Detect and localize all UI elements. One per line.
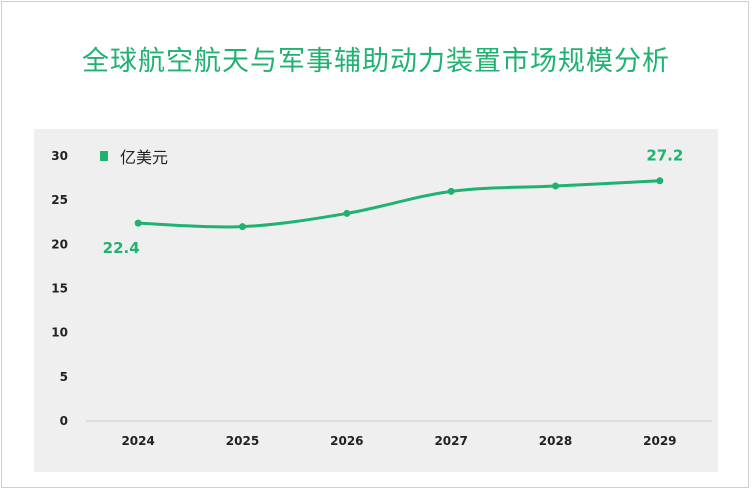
data-label: 22.4 xyxy=(103,239,140,257)
y-tick-label: 0 xyxy=(60,414,68,428)
x-tick-label: 2027 xyxy=(434,434,467,448)
data-label: 27.2 xyxy=(646,147,683,165)
data-point xyxy=(447,187,455,195)
data-labels: 22.4 27.2 xyxy=(103,147,684,257)
x-tick-label: 2026 xyxy=(330,434,363,448)
data-point xyxy=(343,209,351,217)
plot-area xyxy=(34,129,718,472)
data-point xyxy=(239,223,246,231)
y-tick-label: 20 xyxy=(51,237,68,251)
chart-title: 全球航空航天与军事辅助动力装置市场规模分析 xyxy=(82,46,670,77)
x-tick-label: 2029 xyxy=(643,434,676,448)
x-axis: 2024 2025 2026 2027 2028 2029 xyxy=(121,434,676,448)
data-point xyxy=(134,219,142,227)
y-axis: 0 5 10 15 20 25 30 xyxy=(51,149,68,428)
y-tick-label: 15 xyxy=(51,282,68,296)
y-tick-label: 30 xyxy=(51,149,68,163)
series-line xyxy=(138,179,660,229)
x-tick-label: 2028 xyxy=(539,434,572,448)
data-point xyxy=(552,182,559,190)
legend-label: 亿美元 xyxy=(120,148,169,167)
legend: 亿美元 xyxy=(100,147,169,167)
x-tick-label: 2025 xyxy=(226,434,259,448)
y-tick-label: 25 xyxy=(51,193,68,207)
legend-swatch xyxy=(100,151,108,161)
y-tick-label: 10 xyxy=(51,326,68,340)
series-points xyxy=(134,177,664,231)
x-tick-label: 2024 xyxy=(121,434,154,448)
data-point xyxy=(656,177,664,185)
y-tick-label: 5 xyxy=(60,370,68,384)
